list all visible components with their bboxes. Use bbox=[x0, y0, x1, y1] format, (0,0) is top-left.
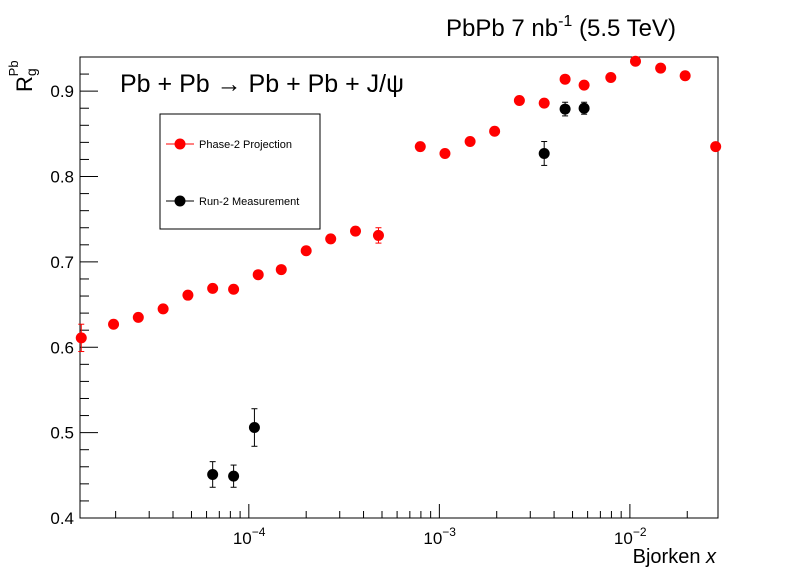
data-point bbox=[559, 103, 571, 115]
data-point bbox=[559, 73, 571, 85]
y-tick-label: 0.8 bbox=[50, 168, 74, 187]
svg-text:RgPb: RgPb bbox=[6, 60, 39, 92]
x-axis-label-var: x bbox=[705, 546, 717, 568]
x-tick-label: 10−2 bbox=[614, 525, 647, 548]
data-point bbox=[207, 282, 219, 294]
data-point bbox=[605, 71, 617, 83]
legend-marker-phase2 bbox=[174, 138, 186, 150]
data-point bbox=[578, 102, 590, 114]
legend-entry-phase2: Phase-2 Projection bbox=[166, 138, 292, 151]
data-point bbox=[182, 289, 194, 301]
data-point bbox=[350, 225, 362, 237]
data-point bbox=[489, 125, 501, 137]
y-tick-label: 0.6 bbox=[50, 338, 74, 357]
legend: Phase-2 Projection Run-2 Measurement bbox=[159, 113, 321, 230]
legend-box bbox=[159, 113, 321, 230]
data-point bbox=[513, 95, 525, 107]
data-point bbox=[578, 79, 590, 91]
data-point bbox=[710, 141, 722, 153]
legend-entry-run2: Run-2 Measurement bbox=[166, 195, 299, 208]
data-point bbox=[300, 245, 312, 257]
chart-title-tail: (5.5 TeV) bbox=[572, 15, 676, 42]
data-point bbox=[629, 55, 641, 67]
process-annotation: Pb + Pb → Pb + Pb + J/ψ bbox=[120, 70, 404, 98]
y-axis-label-sup: Pb bbox=[6, 60, 21, 76]
data-point bbox=[414, 141, 426, 153]
data-point bbox=[228, 470, 240, 482]
data-point bbox=[372, 229, 384, 241]
legend-marker-run2 bbox=[174, 195, 186, 207]
y-axis-label: RgPb bbox=[6, 60, 39, 92]
data-point bbox=[132, 311, 144, 323]
y-axis-label-sub: g bbox=[23, 68, 39, 76]
data-point bbox=[679, 70, 691, 82]
y-tick-label: 0.4 bbox=[50, 509, 74, 528]
data-point bbox=[275, 264, 287, 276]
plot-frame bbox=[79, 56, 719, 519]
axis-tick-labels: 0.4 0.5 0.6 0.7 0.8 0.9 10−4 10−3 10−2 bbox=[50, 82, 646, 548]
data-point bbox=[252, 269, 264, 281]
x-axis-label: Bjorken x bbox=[633, 546, 717, 568]
data-point bbox=[248, 422, 260, 434]
data-point bbox=[538, 97, 550, 109]
series-phase2 bbox=[75, 55, 722, 353]
data-point bbox=[207, 468, 219, 480]
data-point bbox=[228, 283, 240, 295]
legend-label-run2: Run-2 Measurement bbox=[199, 196, 299, 208]
data-point bbox=[464, 136, 476, 148]
chart-title-sup: -1 bbox=[558, 13, 572, 30]
chart-title: PbPb 7 nb-1 (5.5 TeV) bbox=[446, 13, 676, 42]
data-marks bbox=[75, 55, 722, 488]
data-point bbox=[538, 147, 550, 159]
x-tick-label: 10−3 bbox=[423, 525, 456, 548]
y-tick-label: 0.5 bbox=[50, 424, 74, 443]
y-tick-label: 0.9 bbox=[50, 82, 74, 101]
y-tick-label: 0.7 bbox=[50, 253, 74, 272]
data-point bbox=[75, 332, 87, 344]
data-point bbox=[655, 62, 667, 74]
series-run2 bbox=[207, 101, 590, 488]
data-point bbox=[439, 147, 451, 159]
data-point bbox=[157, 303, 169, 315]
x-tick-label: 10−4 bbox=[233, 525, 266, 548]
data-point bbox=[108, 318, 120, 330]
legend-label-phase2: Phase-2 Projection bbox=[199, 139, 292, 151]
data-point bbox=[325, 233, 337, 245]
